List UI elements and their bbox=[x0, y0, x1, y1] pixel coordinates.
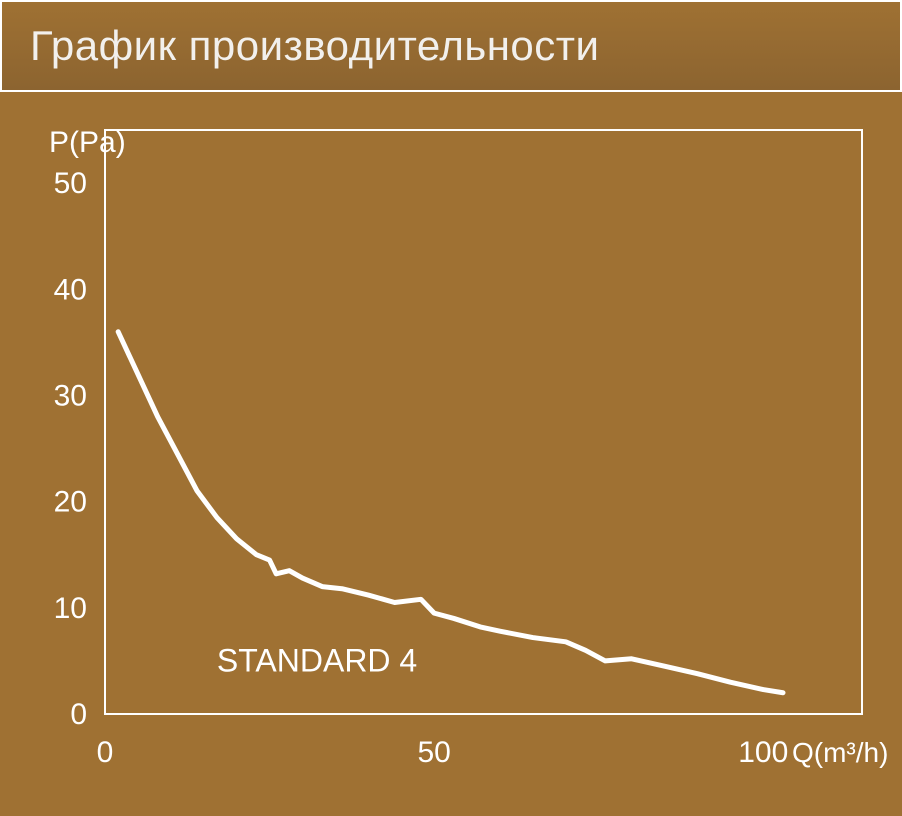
y-axis-label: P(Pa) bbox=[49, 126, 126, 159]
performance-chart: P(Pa) 0 10 20 30 40 50 0 50 100Q(m³/h) STANDARD 4 bbox=[0, 92, 902, 816]
x-tick-label: 100 bbox=[738, 736, 788, 769]
series-line bbox=[118, 332, 783, 693]
y-tick-label: 10 bbox=[54, 592, 87, 625]
x-tick-label: 0 bbox=[97, 736, 114, 769]
y-tick-label: 50 bbox=[54, 167, 87, 200]
title-bar: График производительности bbox=[0, 0, 902, 92]
y-tick-label: 20 bbox=[54, 486, 87, 519]
x-axis-label: Q(m³/h) bbox=[792, 737, 888, 768]
chart-title: График производительности bbox=[30, 22, 599, 70]
y-tick-label: 30 bbox=[54, 379, 87, 412]
page-root: График производительности P(Pa) 0 10 20 30 40… bbox=[0, 0, 902, 816]
x-tick-label: 50 bbox=[417, 736, 450, 769]
series-label: STANDARD 4 bbox=[217, 643, 417, 679]
y-tick-label: 0 bbox=[70, 698, 87, 731]
chart-svg: P(Pa) 0 10 20 30 40 50 0 50 100Q(m³/h) STANDARD 4 bbox=[0, 92, 902, 816]
y-tick-label: 40 bbox=[54, 273, 87, 306]
